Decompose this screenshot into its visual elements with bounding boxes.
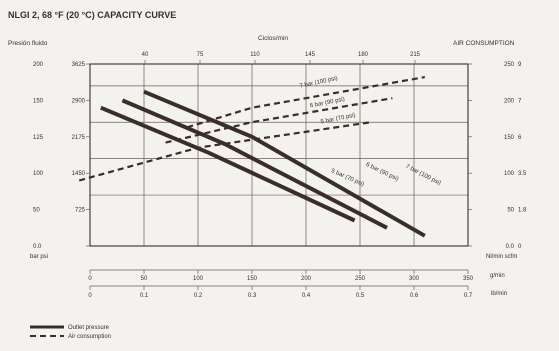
top-tick-label: 180 (358, 52, 369, 58)
top-tick-label: 40 (142, 52, 149, 58)
chart-series: 7 bar (100 psi) 6 bar (90 psi) 5 bar (70 p… (78, 76, 442, 238)
gmin-tick-label: 300 (409, 276, 420, 282)
lbmin-tick-label: 0.4 (302, 293, 311, 299)
left-axis-title: Presión fluido (8, 40, 48, 47)
plot-frame (89, 63, 469, 247)
air-consumption-line (78, 121, 371, 182)
top-tick-label: 145 (305, 52, 316, 58)
lbmin-tick-label: 0.3 (248, 293, 257, 299)
right-tick-scfm: 1.8 (518, 208, 527, 214)
right-tick-nl: 0.0 (506, 244, 515, 250)
lbmin-tick-label: 0.7 (464, 293, 473, 299)
gmin-tick-label: 0 (88, 276, 92, 282)
right-axis-title: AIR CONSUMPTION (453, 40, 515, 47)
lbmin-tick-label: 0.5 (356, 293, 365, 299)
gmin-tick-label: 50 (141, 276, 148, 282)
left-tick-bar: 50 (33, 208, 40, 214)
left-tick-psi: 725 (75, 208, 86, 214)
left-tick-psi: 2175 (72, 135, 86, 141)
series-label: 6 bar (90 psi) (309, 97, 345, 110)
right-tick-nl: 50 (507, 208, 514, 214)
lbmin-tick-label: 0 (88, 293, 92, 299)
left-tick-bar: 150 (33, 98, 44, 104)
outlet-pressure-line (143, 89, 426, 238)
top-tick-label: 215 (410, 52, 421, 58)
bottom-units-lbmin: lb/min (491, 291, 507, 297)
gmin-tick-label: 250 (355, 276, 366, 282)
right-tick-nl: 200 (504, 98, 515, 104)
right-tick-scfm: 9 (518, 62, 522, 68)
left-units: bar psi (30, 254, 48, 260)
right-tick-nl: 100 (504, 171, 515, 177)
right-tick-nl: 250 (504, 62, 515, 68)
chart-legend: Outlet pressure Air consumption (30, 325, 111, 340)
gmin-tick-label: 100 (193, 276, 204, 282)
chart-title: NLGI 2, 68 °F (20 °C) CAPACITY CURVE (8, 10, 176, 20)
left-tick-psi: 1450 (72, 171, 86, 177)
legend-label: Air consumption (68, 334, 111, 340)
top-tick-label: 110 (250, 52, 260, 58)
left-tick-psi: 2900 (72, 98, 86, 104)
right-units: Nl/min scfm (486, 254, 517, 260)
lbmin-tick-label: 0.6 (410, 293, 419, 299)
gmin-tick-label: 350 (463, 276, 474, 282)
top-tick-label: 75 (197, 52, 204, 58)
gmin-tick-label: 150 (247, 276, 258, 282)
air-consumption-line (165, 97, 393, 144)
left-tick-psi: 3625 (72, 62, 86, 68)
right-tick-scfm: 0 (518, 244, 522, 250)
right-tick-scfm: 3.5 (518, 171, 527, 177)
chart-grid (90, 64, 468, 246)
right-tick-scfm: 6 (518, 135, 522, 141)
air-consumption-line (186, 76, 425, 129)
left-tick-bar: 0.0 (33, 244, 42, 250)
outlet-pressure-line (100, 105, 356, 223)
gmin-tick-label: 200 (301, 276, 312, 282)
series-label: 7 bar (100 psi) (299, 76, 338, 90)
left-tick-bar: 200 (33, 62, 44, 68)
lbmin-tick-label: 0.1 (140, 293, 149, 299)
series-label: 5 bar (70 psi) (320, 113, 356, 126)
right-tick-nl: 150 (504, 135, 515, 141)
left-tick-bar: 125 (33, 135, 44, 141)
left-tick-bar: 100 (33, 171, 44, 177)
top-axis-title: Ciclos/min (258, 35, 288, 42)
series-label: 7 bar (100 psi) (405, 164, 442, 187)
lbmin-tick-label: 0.2 (194, 293, 203, 299)
legend-label: Outlet pressure (68, 325, 110, 331)
right-tick-scfm: 7 (518, 98, 522, 104)
bottom-units-gmin: g/min (490, 273, 505, 279)
series-label: 6 bar (90 psi) (365, 162, 399, 183)
